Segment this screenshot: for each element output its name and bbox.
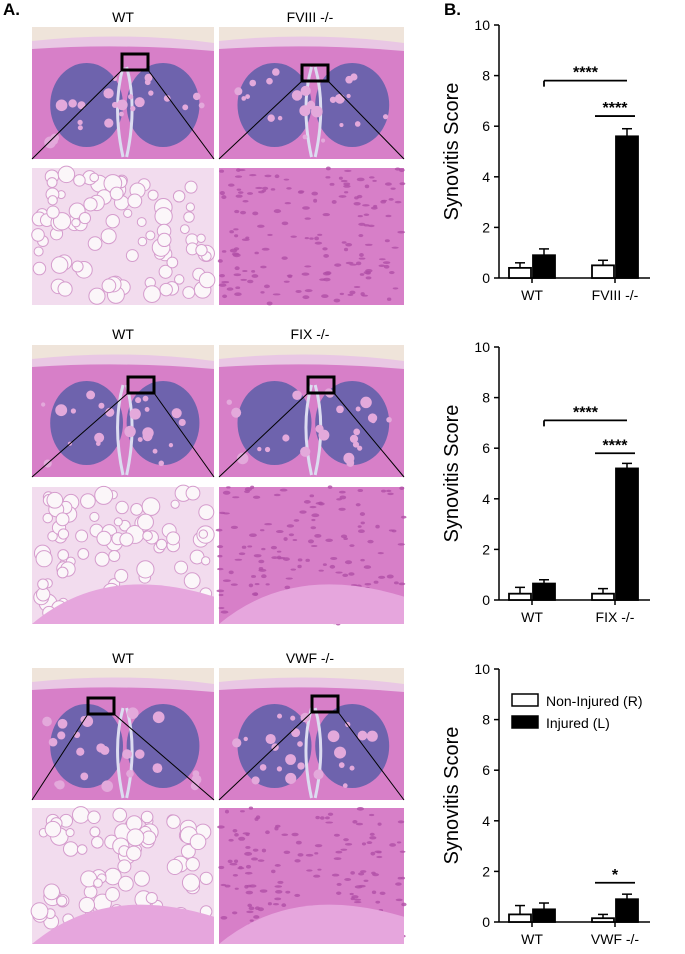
histology-micrographs: [30, 27, 407, 944]
x-tick-label-0: WT: [521, 931, 543, 947]
y-tick-label-4: 4: [482, 491, 490, 507]
synovitis-chart-fix: Synovitis Score 0 2 4 6 8 10 WT FIX -/- ********: [441, 339, 650, 625]
row1-right-title: FVIII -/-: [286, 9, 334, 25]
legend-label-0: Non-Injured (R): [546, 693, 642, 709]
x-tick-label-1: VWF -/-: [591, 931, 640, 947]
legend-swatch-1: [511, 715, 539, 729]
micrograph-row2-left-detail: [32, 484, 215, 624]
y-tick-label-8: 8: [482, 712, 490, 728]
micrograph-row3-left-detail: [30, 806, 214, 944]
bar-0-1: [591, 264, 615, 279]
bar-1-1: [615, 467, 639, 601]
x-tick-label-1: FIX -/-: [596, 609, 635, 625]
micrograph-row2-left-overview: [31, 345, 215, 478]
y-axis-label: Synovitis Score: [441, 727, 463, 865]
panel-b-letter: B.: [444, 0, 461, 19]
micrograph-row1-left-detail: [31, 165, 216, 305]
y-axis-label: Synovitis Score: [441, 405, 463, 543]
x-tick-label-0: WT: [521, 609, 543, 625]
y-tick-label-2: 2: [482, 863, 490, 879]
significance-label-1: ****: [603, 437, 629, 454]
significance-label-1: ****: [603, 100, 629, 117]
row3-right-title: VWF -/-: [285, 650, 335, 666]
micrograph-row3-right-overview: [218, 668, 405, 801]
row2-left-title: WT: [112, 326, 134, 342]
bar-1-1: [615, 135, 639, 279]
micrograph-row2-right-detail: [215, 485, 407, 626]
bar-0-1: [591, 917, 615, 923]
zoom-box-row1-right: [300, 63, 330, 83]
synovitis-chart-fviii: Synovitis Score 0 2 4 6 8 10 WT FVIII -/- **** ***…: [441, 17, 650, 303]
significance-label-0: ****: [573, 404, 599, 421]
x-tick-label-0: WT: [521, 287, 543, 303]
bar-1-0: [532, 908, 556, 923]
y-tick-label-2: 2: [482, 541, 490, 557]
y-tick-label-0: 0: [482, 914, 490, 930]
y-tick-label-6: 6: [482, 440, 490, 456]
bar-1-1: [615, 898, 639, 923]
zoom-box-row3-left: [86, 696, 116, 716]
significance-label-0: *: [612, 867, 619, 884]
row2-right-title: FIX -/-: [290, 326, 330, 342]
bar-0-0: [508, 913, 532, 923]
bar-0-1: [591, 592, 615, 601]
y-tick-label-2: 2: [482, 219, 490, 235]
y-tick-label-4: 4: [482, 169, 490, 185]
y-tick-label-6: 6: [482, 762, 490, 778]
y-tick-label-6: 6: [482, 118, 490, 134]
y-tick-label-10: 10: [474, 339, 490, 355]
y-tick-label-4: 4: [482, 813, 490, 829]
y-tick-label-8: 8: [482, 390, 490, 406]
micrograph-row3-left-overview: [31, 668, 215, 801]
row3-left-title: WT: [112, 650, 134, 666]
micrograph-row2-right-overview: [218, 345, 405, 478]
y-tick-label-10: 10: [474, 661, 490, 677]
legend-swatch-0: [511, 693, 539, 707]
bar-1-0: [532, 582, 556, 601]
synovitis-chart-vwf: Synovitis Score 0 2 4 6 8 10 WT VWF -/- * Non-Inju…: [441, 661, 650, 947]
zoom-box-row1-left: [120, 52, 150, 72]
bar-1-0: [532, 254, 556, 279]
bar-0-0: [508, 592, 532, 601]
zoom-box-row2-right: [306, 375, 336, 395]
micrograph-row1-left-overview: [31, 27, 215, 160]
legend-label-1: Injured (L): [546, 715, 610, 731]
zoom-box-row3-right: [310, 694, 340, 714]
bar-0-0: [508, 266, 532, 279]
y-tick-label-10: 10: [474, 17, 490, 33]
y-tick-label-0: 0: [482, 270, 490, 286]
panel-a-letter: A.: [3, 0, 20, 19]
zoom-box-row2-left: [126, 375, 156, 395]
row1-left-title: WT: [112, 9, 134, 25]
significance-label-0: ****: [573, 65, 599, 82]
x-tick-label-1: FVIII -/-: [592, 287, 639, 303]
y-axis-label: Synovitis Score: [441, 83, 463, 221]
micrograph-row3-right-detail: [217, 806, 407, 944]
micrograph-row1-right-overview: [218, 27, 405, 160]
y-tick-label-8: 8: [482, 68, 490, 84]
y-tick-label-0: 0: [482, 592, 490, 608]
micrograph-row1-right-detail: [217, 166, 406, 306]
